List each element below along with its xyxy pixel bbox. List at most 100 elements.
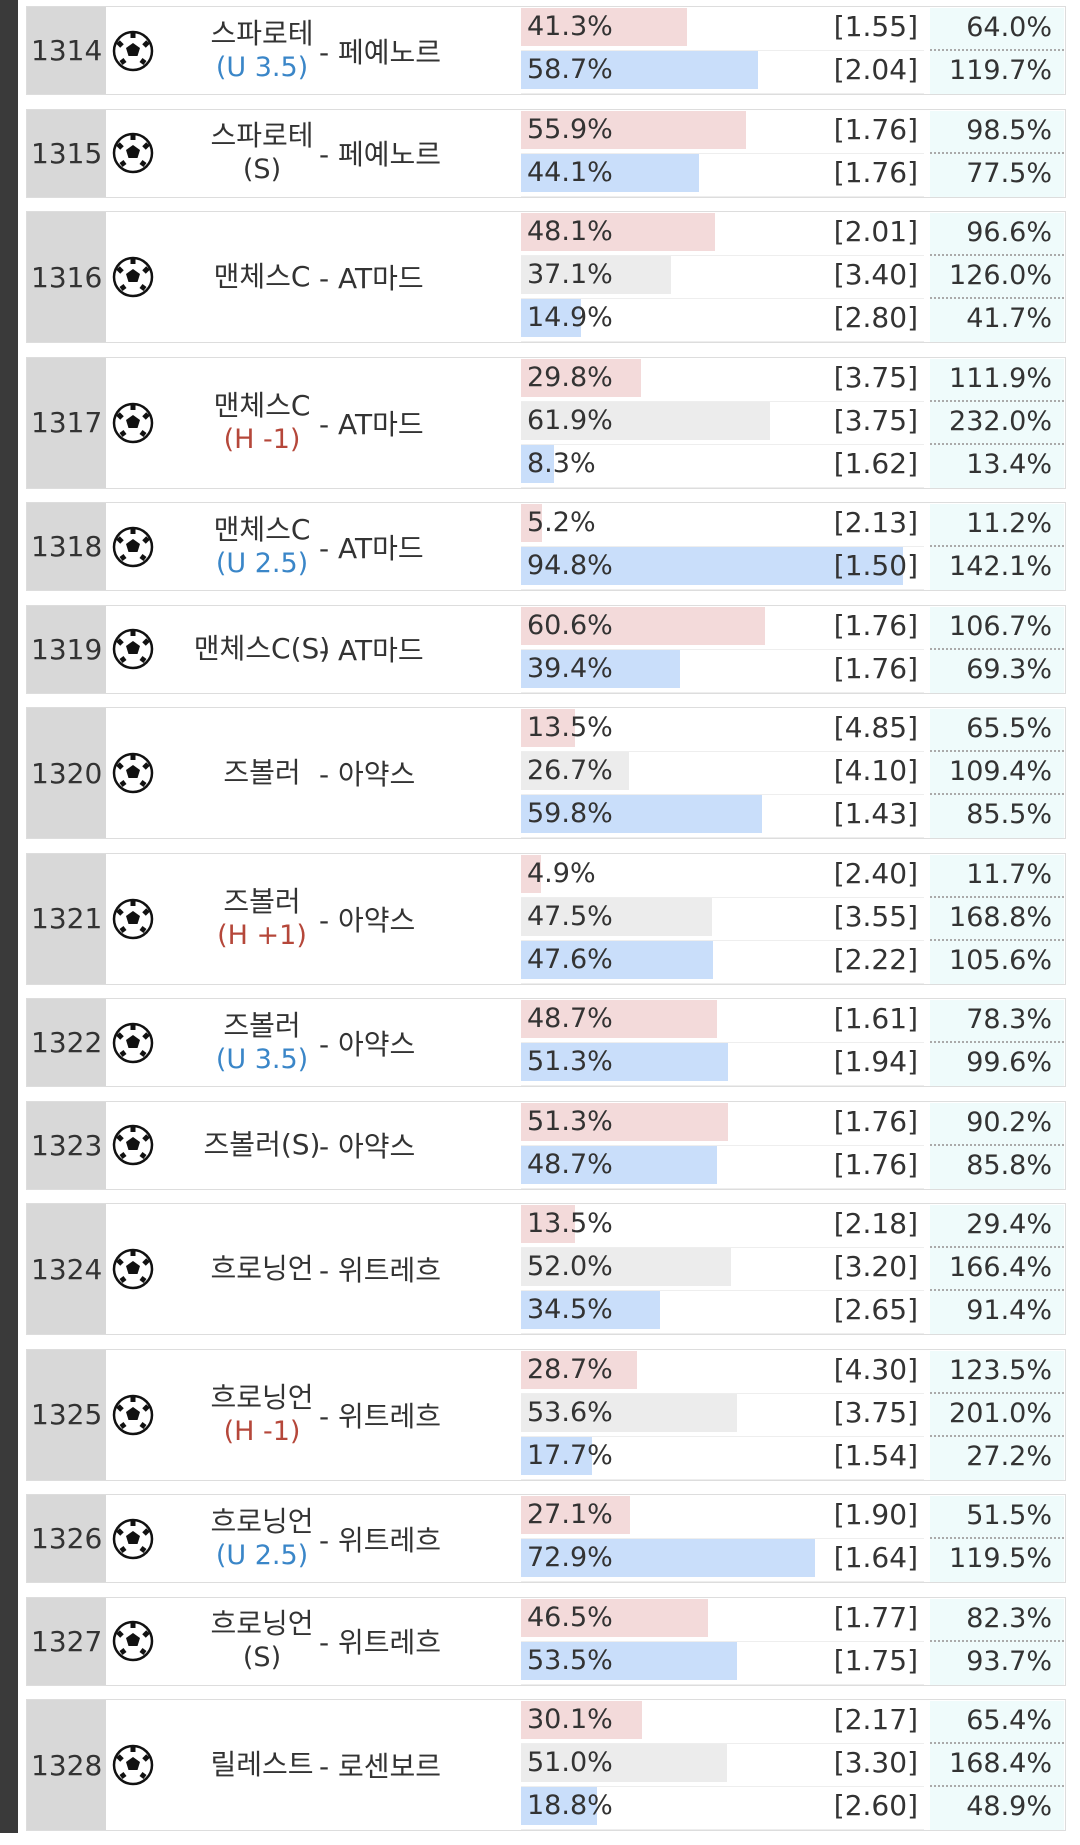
return-rate: 11.2% [930, 504, 1064, 547]
handicap: (U 3.5) [215, 1043, 309, 1075]
return-rate: 111.9% [930, 359, 1064, 402]
home-team: 흐로닝언 [210, 1380, 314, 1414]
side-strip [0, 0, 18, 1833]
probability: 47.5% [527, 900, 613, 932]
probability-bar [521, 444, 555, 483]
probability-bar [521, 1000, 718, 1038]
probability: 8.3% [527, 447, 596, 479]
away-team: - AT마드 [319, 634, 424, 667]
probability: 48.1% [527, 216, 613, 247]
probability-bar [521, 51, 758, 89]
return-rate: 105.6% [949, 944, 1052, 976]
handicap: (U 2.5) [215, 547, 309, 579]
match-number: 1324 [27, 1204, 106, 1334]
return-rate: 48.9% [966, 1791, 1052, 1822]
return-rate: 109.4% [930, 752, 1064, 795]
return-rate: 91.4% [966, 1295, 1052, 1326]
home-team: 맨체스C [213, 260, 311, 293]
ball-icon [112, 1124, 154, 1170]
probability: 14.9% [527, 302, 613, 333]
probability-bar [521, 256, 671, 294]
outcomes: 46.5% [1.77] 53.5% [1.75] [521, 1598, 924, 1685]
odds: [3.75] [833, 1395, 918, 1429]
outcome-line: 55.9% [1.76] [521, 110, 924, 154]
odds: [2.60] [833, 1789, 918, 1822]
outcomes: 30.1% [2.17] 51.0% [3.30] 18.8% [2.60] [521, 1701, 924, 1830]
odds: [1.77] [833, 1600, 918, 1634]
home-team: 즈볼러(S) [203, 1128, 321, 1161]
probability-bar [521, 1350, 637, 1389]
probability-bar [521, 1393, 737, 1432]
outcome-line: 48.7% [1.76] [521, 1145, 924, 1189]
outcome-line: 72.9% [1.64] [521, 1539, 924, 1582]
away-team: - 로센보르 [319, 1750, 442, 1783]
probability-bar [521, 1043, 728, 1081]
ball-icon [112, 898, 154, 944]
probability-bar [521, 854, 541, 893]
ball-icon [112, 752, 154, 798]
probability: 59.8% [527, 798, 613, 829]
outcome-line: 14.9% [2.80] [521, 299, 924, 342]
odds: [2.40] [833, 856, 918, 890]
away-team: - AT마드 [319, 262, 424, 295]
odds: [1.76] [833, 608, 918, 642]
outcomes: 29.8% [3.75] 61.9% [3.75] 8.3% [1.62] [521, 358, 924, 488]
odds: [2.17] [833, 1703, 918, 1736]
outcomes: 27.1% [1.90] 72.9% [1.64] [521, 1496, 924, 1582]
handicap: (U 2.5) [215, 1539, 309, 1571]
odds: [3.75] [833, 403, 918, 437]
probability: 48.7% [527, 1003, 613, 1034]
home-team-cell: 흐로닝언 (U 2.5) [157, 1495, 367, 1582]
home-team-cell: 즈볼러 [157, 708, 367, 838]
match-row: 1328 릴레스트 - 로센보르 30.1% [2.17] 51.0% [3.30] 18.8… [26, 1699, 1066, 1831]
outcomes: 55.9% [1.76] 44.1% [1.76] [521, 110, 924, 197]
probability-bar [521, 606, 766, 645]
match-number: 1317 [27, 357, 106, 488]
odds: [1.54] [833, 1438, 918, 1472]
probability-bar [521, 1205, 576, 1243]
ball-icon [112, 1248, 154, 1294]
match-list: 1314 스파로테 (U 3.5) - 페예노르 41.3% [1.55] 58.7% [2.… [26, 6, 1066, 1845]
return-rate: 201.0% [930, 1394, 1064, 1437]
probability-bar [521, 1787, 597, 1825]
home-team: 릴레스트 [210, 1748, 314, 1781]
probability: 41.3% [527, 11, 613, 42]
match-number: 1326 [27, 1495, 106, 1582]
outcome-line: 17.7% [1.54] [521, 1436, 924, 1480]
probability: 26.7% [527, 755, 613, 786]
away-team: - 아약스 [319, 903, 416, 937]
home-team: 즈볼러 [223, 756, 301, 789]
home-team-cell: 흐로닝언 [157, 1204, 367, 1334]
handicap: (H -1) [223, 1415, 301, 1447]
match-row: 1314 스파로테 (U 3.5) - 페예노르 41.3% [1.55] 58.7% [2.… [26, 6, 1066, 95]
return-rate: 168.8% [930, 898, 1064, 941]
odds: [1.76] [833, 651, 918, 685]
match-row: 1326 흐로닝언 (U 2.5) - 위트레흐 27.1% [1.90] 72.9% [1.… [26, 1494, 1066, 1583]
probability: 28.7% [527, 1353, 613, 1385]
ball-icon [112, 526, 154, 572]
ball-icon [112, 1620, 154, 1666]
odds: [2.18] [833, 1207, 918, 1240]
outcomes: 48.1% [2.01] 37.1% [3.40] 14.9% [2.80] [521, 213, 924, 342]
returns: 98.5% 77.5% [930, 110, 1064, 197]
outcome-line: 51.0% [3.30] [521, 1744, 924, 1787]
match-number: 1320 [27, 708, 106, 838]
match-row: 1317 맨체스C (H -1) - AT마드 29.8% [3.75] 61.9% [3.7… [26, 356, 1066, 489]
home-team-cell: 흐로닝언 (H -1) [157, 1350, 367, 1480]
outcome-line: 34.5% [2.65] [521, 1291, 924, 1334]
probability: 58.7% [527, 54, 613, 85]
home-team: 스파로테 [210, 16, 314, 50]
outcome-line: 37.1% [3.40] [521, 256, 924, 299]
probability: 47.6% [527, 943, 613, 975]
outcome-line: 48.1% [2.01] [521, 213, 924, 256]
odds: [1.76] [833, 155, 918, 189]
odds: [2.80] [833, 301, 918, 334]
outcome-line: 47.5% [3.55] [521, 897, 924, 941]
returns: 64.0% 119.7% [930, 8, 1064, 94]
match-row: 1316 맨체스C - AT마드 48.1% [2.01] 37.1% [3.40] 14.9… [26, 211, 1066, 343]
odds: [3.40] [833, 258, 918, 291]
returns: 96.6% 126.0% 41.7% [930, 213, 1064, 342]
outcome-line: 13.5% [4.85] [521, 709, 924, 752]
odds: [3.75] [833, 360, 918, 394]
home-team-cell: 흐로닝언 (S) [157, 1598, 367, 1685]
